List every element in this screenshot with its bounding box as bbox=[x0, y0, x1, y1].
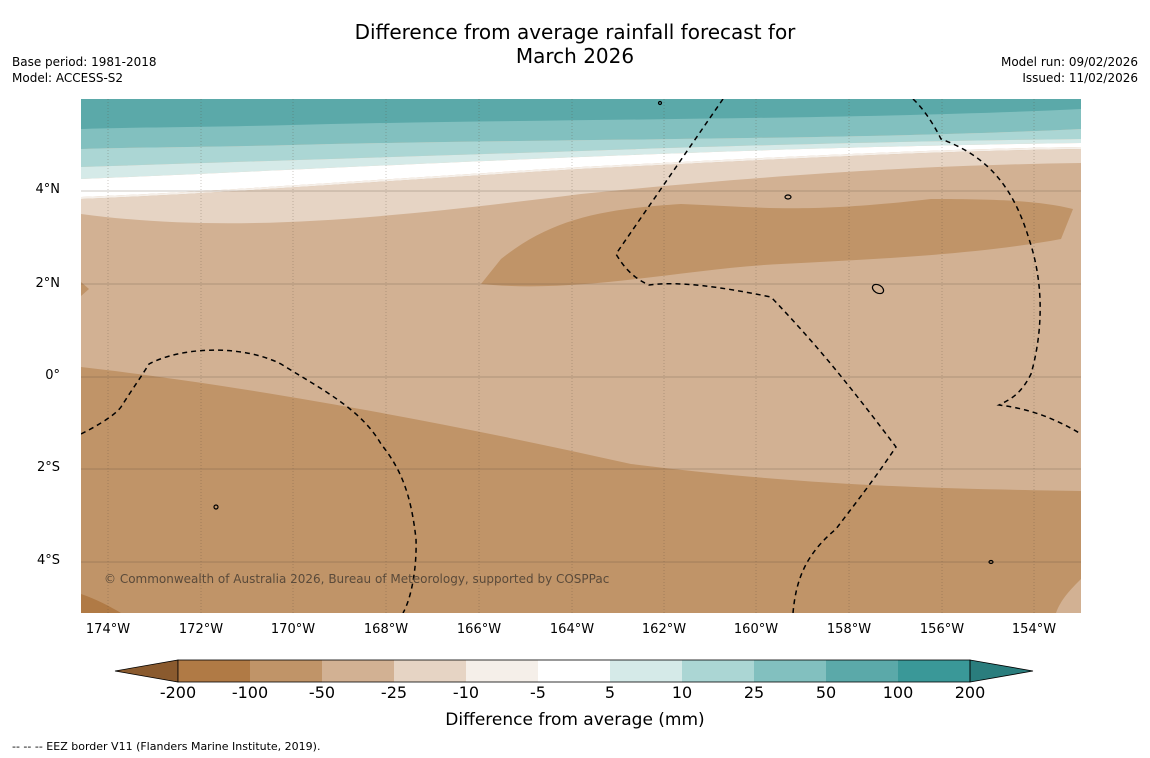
eez-footnote: -- -- -- EEZ border V11 (Flanders Marine… bbox=[12, 740, 321, 753]
colorbar-label: Difference from average (mm) bbox=[445, 710, 705, 730]
lon-label-168w: 168°W bbox=[363, 622, 409, 637]
model-name: Model: ACCESS-S2 bbox=[12, 71, 124, 85]
anomaly-patch-dry-small bbox=[81, 282, 89, 296]
title-line-1: Difference from average rainfall forecas… bbox=[354, 20, 796, 44]
lat-label-2n: 2°N bbox=[35, 276, 61, 291]
colorbar-tick: -200 bbox=[159, 683, 197, 702]
colorbar-tick: -10 bbox=[452, 683, 480, 702]
meta-right: Model run: 09/02/2026 Issued: 11/02/2026 bbox=[1001, 54, 1138, 86]
island-starbuck bbox=[988, 559, 994, 565]
lon-label-158w: 158°W bbox=[826, 622, 872, 637]
colorbar-segment bbox=[610, 660, 682, 682]
colorbar-tick: 50 bbox=[815, 683, 837, 702]
eez-border-east bbox=[912, 99, 1081, 435]
meta-left: Base period: 1981-2018 Model: ACCESS-S2 bbox=[12, 54, 157, 86]
island-tabuaeran bbox=[657, 100, 663, 106]
colorbar-tick: 200 bbox=[954, 683, 986, 702]
model-run: Model run: 09/02/2026 bbox=[1000, 55, 1138, 69]
island-jarvis bbox=[213, 504, 219, 510]
issued-date: Issued: 11/02/2026 bbox=[1022, 71, 1138, 85]
lon-label-162w: 162°W bbox=[641, 622, 687, 637]
graticule bbox=[81, 99, 1081, 613]
lon-label-174w: 174°W bbox=[85, 622, 131, 637]
colorbar-segment bbox=[538, 660, 610, 682]
anomaly-band-wet-light bbox=[81, 129, 1081, 167]
colorbar-tick: -50 bbox=[308, 683, 336, 702]
colorbar-segment bbox=[394, 660, 466, 682]
anomaly-band-wet-slight bbox=[81, 139, 1081, 179]
rainfall-anomaly-map bbox=[81, 99, 1081, 613]
eez-borders bbox=[81, 99, 1081, 613]
eez-border-phoenix bbox=[81, 349, 417, 613]
lon-label-156w: 156°W bbox=[919, 622, 965, 637]
copyright-notice: © Commonwealth of Australia 2026, Bureau… bbox=[104, 572, 610, 586]
colorbar-extend-low bbox=[114, 659, 179, 683]
lat-label-equator: 0° bbox=[45, 368, 60, 383]
colorbar-tick: 10 bbox=[671, 683, 693, 702]
island-small-north bbox=[784, 194, 792, 200]
colorbar-tick: 100 bbox=[882, 683, 914, 702]
anomaly-band-wet-strong bbox=[81, 99, 1081, 129]
colorbar-segment bbox=[826, 660, 898, 682]
lat-label-4s: 4°S bbox=[36, 553, 60, 568]
lon-label-164w: 164°W bbox=[549, 622, 595, 637]
lon-label-172w: 172°W bbox=[178, 622, 224, 637]
anomaly-patch-dry-strong bbox=[81, 594, 121, 613]
lat-label-4n: 4°N bbox=[35, 182, 61, 197]
lon-label-160w: 160°W bbox=[733, 622, 779, 637]
colorbar-segment bbox=[466, 660, 538, 682]
anomaly-band-dry-slight bbox=[81, 147, 1081, 199]
colorbar-segment bbox=[898, 660, 970, 682]
colorbar-extend-high bbox=[969, 659, 1034, 683]
colorbar-tick: 25 bbox=[743, 683, 765, 702]
colorbar-segment bbox=[250, 660, 322, 682]
map-title: Difference from average rainfall forecas… bbox=[0, 20, 1150, 68]
title-line-2: March 2026 bbox=[515, 44, 635, 68]
anomaly-band-dry-light bbox=[81, 149, 1081, 224]
anomaly-patch-dry-moderate bbox=[481, 199, 1073, 287]
colorbar-segment bbox=[178, 660, 250, 682]
colorbar-tick: -100 bbox=[231, 683, 269, 702]
anomaly-region-dry-south bbox=[81, 367, 1081, 613]
lon-label-154w: 154°W bbox=[1011, 622, 1057, 637]
colorbar-frame bbox=[177, 659, 971, 683]
lat-label-2s: 2°S bbox=[36, 460, 60, 475]
base-period: Base period: 1981-2018 bbox=[12, 55, 157, 69]
island-kiritimati bbox=[871, 283, 885, 295]
colorbar-segment bbox=[682, 660, 754, 682]
colorbar-segment bbox=[754, 660, 826, 682]
colorbar-segment bbox=[322, 660, 394, 682]
islands bbox=[213, 100, 994, 565]
colorbar bbox=[114, 659, 1034, 683]
lon-label-170w: 170°W bbox=[270, 622, 316, 637]
colorbar-tick: -25 bbox=[380, 683, 408, 702]
lon-label-166w: 166°W bbox=[456, 622, 502, 637]
eez-border-kiribati-line bbox=[615, 99, 897, 613]
anomaly-band-neutral bbox=[81, 143, 1081, 197]
colorbar-tick: 5 bbox=[604, 683, 616, 702]
colorbar-tick: -5 bbox=[530, 683, 546, 702]
